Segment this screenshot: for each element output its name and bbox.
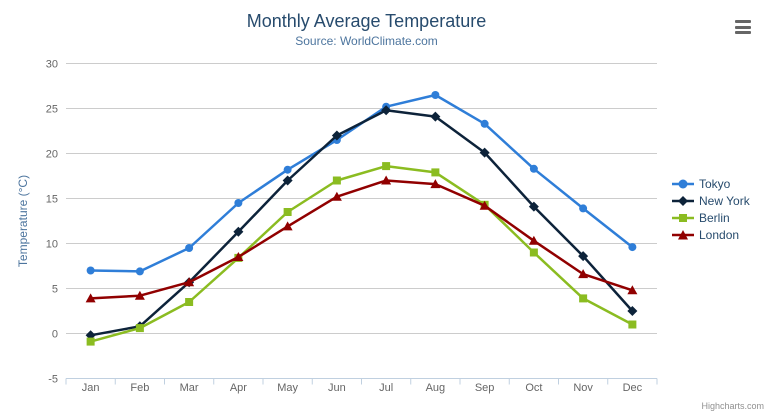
data-point[interactable] <box>86 337 95 346</box>
data-point[interactable] <box>233 252 244 261</box>
data-point[interactable] <box>381 105 392 116</box>
data-point[interactable] <box>627 306 638 316</box>
data-point[interactable] <box>86 266 95 275</box>
triangle-marker-icon <box>672 229 694 239</box>
y-axis-title: Temperature (°C) <box>16 175 30 267</box>
x-axis-label: Jun <box>328 382 346 394</box>
series-line-new-york[interactable] <box>89 109 634 337</box>
data-point[interactable] <box>283 208 292 216</box>
x-axis-label: Feb <box>130 382 149 394</box>
data-point[interactable] <box>332 176 341 185</box>
data-point[interactable] <box>529 248 538 257</box>
data-point[interactable] <box>479 200 490 210</box>
data-point[interactable] <box>430 179 441 189</box>
data-point[interactable] <box>233 226 244 237</box>
square-marker-icon <box>672 213 694 222</box>
y-axis-label: 30 <box>46 59 58 71</box>
series-line-london[interactable] <box>89 179 634 300</box>
data-point[interactable] <box>185 244 194 252</box>
x-axis-label: Jan <box>82 382 100 394</box>
circle-marker-icon <box>672 179 694 188</box>
legend-item-london[interactable]: London <box>672 226 750 243</box>
legend-item-new-york[interactable]: New York <box>672 192 750 209</box>
context-menu-icon[interactable] <box>735 20 751 34</box>
menu-bar <box>735 31 751 34</box>
y-axis-label: 20 <box>46 149 58 161</box>
legend-label: Tokyo <box>699 176 731 191</box>
legend-label: New York <box>699 193 750 208</box>
data-point[interactable] <box>282 175 293 186</box>
y-axis-label: 25 <box>46 104 58 116</box>
legend-label: Berlin <box>699 210 730 225</box>
legend-item-tokyo[interactable]: Tokyo <box>672 175 750 192</box>
data-point[interactable] <box>85 293 96 303</box>
legend-label: London <box>699 227 740 242</box>
x-axis-label: May <box>277 382 298 394</box>
data-point[interactable] <box>627 285 638 295</box>
data-point[interactable] <box>578 251 589 262</box>
x-axis-label: Nov <box>573 382 593 394</box>
data-point[interactable] <box>628 320 637 329</box>
data-point[interactable] <box>579 204 588 213</box>
data-point[interactable] <box>331 130 342 141</box>
data-point[interactable] <box>184 277 195 287</box>
series-line-berlin[interactable] <box>89 164 634 343</box>
x-axis-label: Aug <box>426 382 446 394</box>
data-point[interactable] <box>628 243 637 252</box>
y-axis-label: 0 <box>52 329 58 341</box>
data-point[interactable] <box>528 201 539 212</box>
legend: Tokyo New York Berlin London <box>672 175 750 243</box>
x-axis-label: Dec <box>623 382 643 394</box>
data-point[interactable] <box>579 294 588 303</box>
menu-bar <box>735 25 751 29</box>
data-point[interactable] <box>431 91 440 99</box>
y-axis-label: 10 <box>46 239 58 251</box>
diamond-marker-icon <box>672 195 694 206</box>
data-point[interactable] <box>331 191 342 201</box>
x-axis-label: Jul <box>379 382 393 394</box>
x-axis-label: Apr <box>230 382 247 394</box>
data-point[interactable] <box>185 298 194 306</box>
data-point[interactable] <box>479 147 490 158</box>
y-axis-label: 5 <box>52 284 58 296</box>
data-point[interactable] <box>480 119 489 128</box>
data-point[interactable] <box>430 111 441 122</box>
x-axis-label: Sep <box>475 382 495 394</box>
x-axis-label: Mar <box>180 382 199 394</box>
data-point[interactable] <box>528 235 539 245</box>
data-point[interactable] <box>282 221 293 231</box>
data-point[interactable] <box>234 199 243 207</box>
y-axis-label: -5 <box>48 374 58 386</box>
data-point[interactable] <box>283 165 292 174</box>
credits-link[interactable]: Highcharts.com <box>701 401 764 411</box>
series-line-tokyo[interactable] <box>89 93 634 273</box>
legend-item-berlin[interactable]: Berlin <box>672 209 750 226</box>
x-axis-label: Oct <box>525 382 542 394</box>
data-point[interactable] <box>578 269 589 279</box>
menu-bar <box>735 20 751 23</box>
data-point[interactable] <box>135 267 144 276</box>
chart-subtitle: Source: WorldClimate.com <box>295 34 438 48</box>
data-point[interactable] <box>381 175 392 185</box>
data-point[interactable] <box>135 324 144 333</box>
data-point[interactable] <box>431 168 440 177</box>
chart-title: Monthly Average Temperature <box>246 11 487 31</box>
y-axis-label: 15 <box>46 194 58 206</box>
data-point[interactable] <box>529 164 538 173</box>
data-point[interactable] <box>134 290 145 300</box>
data-point[interactable] <box>382 162 391 171</box>
